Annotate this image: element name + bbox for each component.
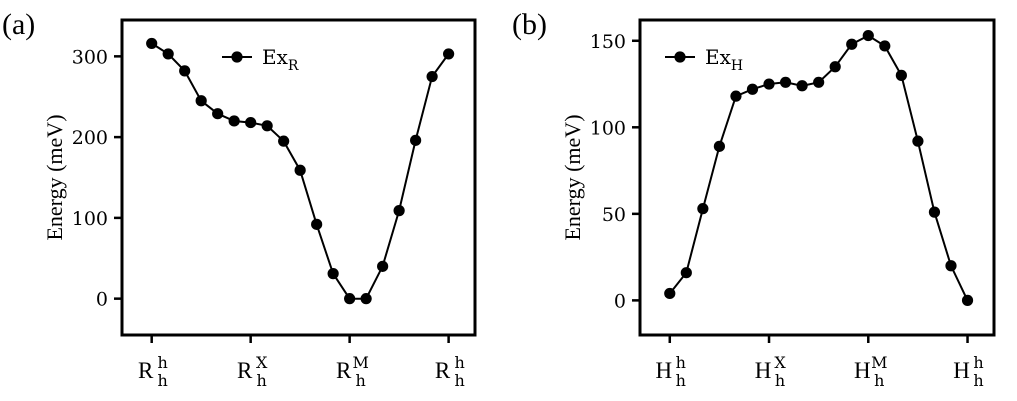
data-point xyxy=(195,95,207,107)
x-tick-sup: X xyxy=(256,353,268,372)
data-point xyxy=(179,65,191,77)
data-point xyxy=(895,69,907,81)
data-point xyxy=(796,80,808,92)
x-tick-sub: h xyxy=(874,371,884,390)
legend-label: ExR xyxy=(262,45,299,74)
x-tick-sub: h xyxy=(355,371,365,390)
data-point xyxy=(245,116,257,129)
data-point xyxy=(426,70,438,83)
legend-label: ExH xyxy=(705,45,743,74)
x-tick-sub: h xyxy=(775,371,785,390)
legend-marker xyxy=(674,51,686,63)
legend: ExH xyxy=(665,45,743,74)
data-point xyxy=(862,29,874,42)
y-tick-label: 0 xyxy=(614,290,626,312)
data-point xyxy=(945,260,957,272)
data-point xyxy=(829,61,841,73)
x-tick-base: R xyxy=(336,358,352,383)
x-tick-base: R xyxy=(237,358,253,383)
data-point xyxy=(746,83,759,95)
data-point xyxy=(377,260,389,272)
data-point xyxy=(664,287,676,300)
panel-label: (b) xyxy=(512,8,547,41)
data-point xyxy=(294,164,306,176)
x-tick-sup: M xyxy=(352,353,368,372)
x-tick-base: H xyxy=(655,358,672,383)
x-tick-sup: h xyxy=(973,353,983,372)
y-tick-label: 0 xyxy=(96,289,108,311)
panel-label: (a) xyxy=(2,8,35,41)
data-point xyxy=(212,108,224,120)
data-point xyxy=(228,115,240,127)
plot-frame xyxy=(638,18,996,337)
data-point xyxy=(360,293,372,305)
x-tick-base: R xyxy=(435,358,451,383)
data-point xyxy=(278,135,290,147)
data-point xyxy=(393,205,405,217)
legend-marker xyxy=(231,51,243,63)
x-tick-sup: h xyxy=(454,353,464,372)
x-tick-base: H xyxy=(755,358,772,383)
data-point xyxy=(879,40,891,52)
data-point xyxy=(928,206,941,218)
data-point xyxy=(713,140,726,152)
data-point xyxy=(410,134,422,146)
data-point xyxy=(730,90,742,102)
data-point xyxy=(763,78,775,90)
x-tick-sub: h xyxy=(973,371,983,390)
series-line xyxy=(669,34,969,301)
data-point xyxy=(779,76,792,88)
data-point xyxy=(961,294,974,306)
data-point xyxy=(697,203,709,215)
data-point xyxy=(261,120,273,132)
data-point xyxy=(846,38,858,50)
legend: ExR xyxy=(222,45,299,74)
y-tick-label: 100 xyxy=(72,208,108,230)
x-tick-sub: h xyxy=(158,371,168,390)
plot-frame xyxy=(120,18,477,337)
data-point xyxy=(813,76,825,88)
data-point xyxy=(912,135,924,147)
y-tick-label: 150 xyxy=(590,31,626,53)
data-point xyxy=(443,48,455,60)
data-point xyxy=(344,293,356,305)
x-tick-base: R xyxy=(138,358,154,383)
x-tick-sub: h xyxy=(257,371,267,390)
legend-label-sub: R xyxy=(288,58,299,74)
x-tick-sup: h xyxy=(158,353,168,372)
legend-label-sub: H xyxy=(731,58,743,74)
x-tick-sup: h xyxy=(676,353,686,372)
data-point xyxy=(162,48,174,60)
y-tick-label: 300 xyxy=(72,46,108,68)
x-tick-sup: X xyxy=(774,353,786,372)
y-tick-label: 100 xyxy=(590,117,626,139)
x-tick-label: R Xh xyxy=(237,353,268,390)
data-point xyxy=(327,268,339,280)
data-point xyxy=(680,267,692,279)
x-tick-label: R Mh xyxy=(336,353,369,390)
x-tick-base: H xyxy=(854,358,871,383)
x-tick-sub: h xyxy=(454,371,464,390)
x-tick-label: H Mh xyxy=(854,353,888,390)
x-tick-base: H xyxy=(953,358,970,383)
x-tick-label: H Xh xyxy=(755,353,787,390)
data-point xyxy=(311,218,323,230)
y-tick-label: 50 xyxy=(602,204,626,226)
x-tick-sup: M xyxy=(871,353,887,372)
y-axis-label: Energy (meV) xyxy=(42,114,67,240)
y-axis-label: Energy (meV) xyxy=(560,114,585,240)
y-tick-label: 200 xyxy=(72,127,108,149)
x-tick-sub: h xyxy=(676,371,686,390)
data-point xyxy=(146,37,158,50)
